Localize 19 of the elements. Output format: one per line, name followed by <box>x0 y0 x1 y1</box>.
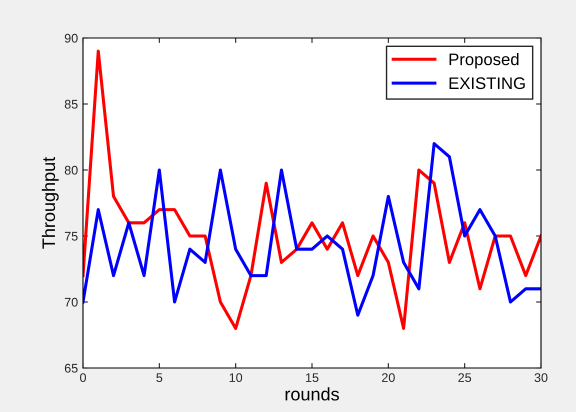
legend-label: EXISTING <box>450 77 525 90</box>
y-tick-label: 70 <box>64 298 78 307</box>
x-tick-label: 25 <box>458 373 472 382</box>
x-tick-label: 30 <box>534 373 548 382</box>
x-tick-label: 5 <box>156 373 162 382</box>
x-tick-label: 0 <box>80 373 86 382</box>
legend-label: Proposed <box>450 53 518 69</box>
y-axis-title: Throughput <box>42 156 59 249</box>
x-tick-label: 20 <box>382 373 395 382</box>
y-tick-label: 75 <box>64 232 78 241</box>
x-tick-label: 15 <box>306 373 318 382</box>
y-tick-label: 85 <box>64 100 78 109</box>
y-tick-label: 65 <box>64 364 78 373</box>
y-tick-label: 90 <box>64 34 78 43</box>
line-series <box>83 142 541 317</box>
line-series <box>83 50 541 330</box>
x-axis-title: rounds <box>286 387 339 401</box>
y-tick-label: 80 <box>64 166 78 175</box>
x-tick-label: 10 <box>230 373 242 382</box>
